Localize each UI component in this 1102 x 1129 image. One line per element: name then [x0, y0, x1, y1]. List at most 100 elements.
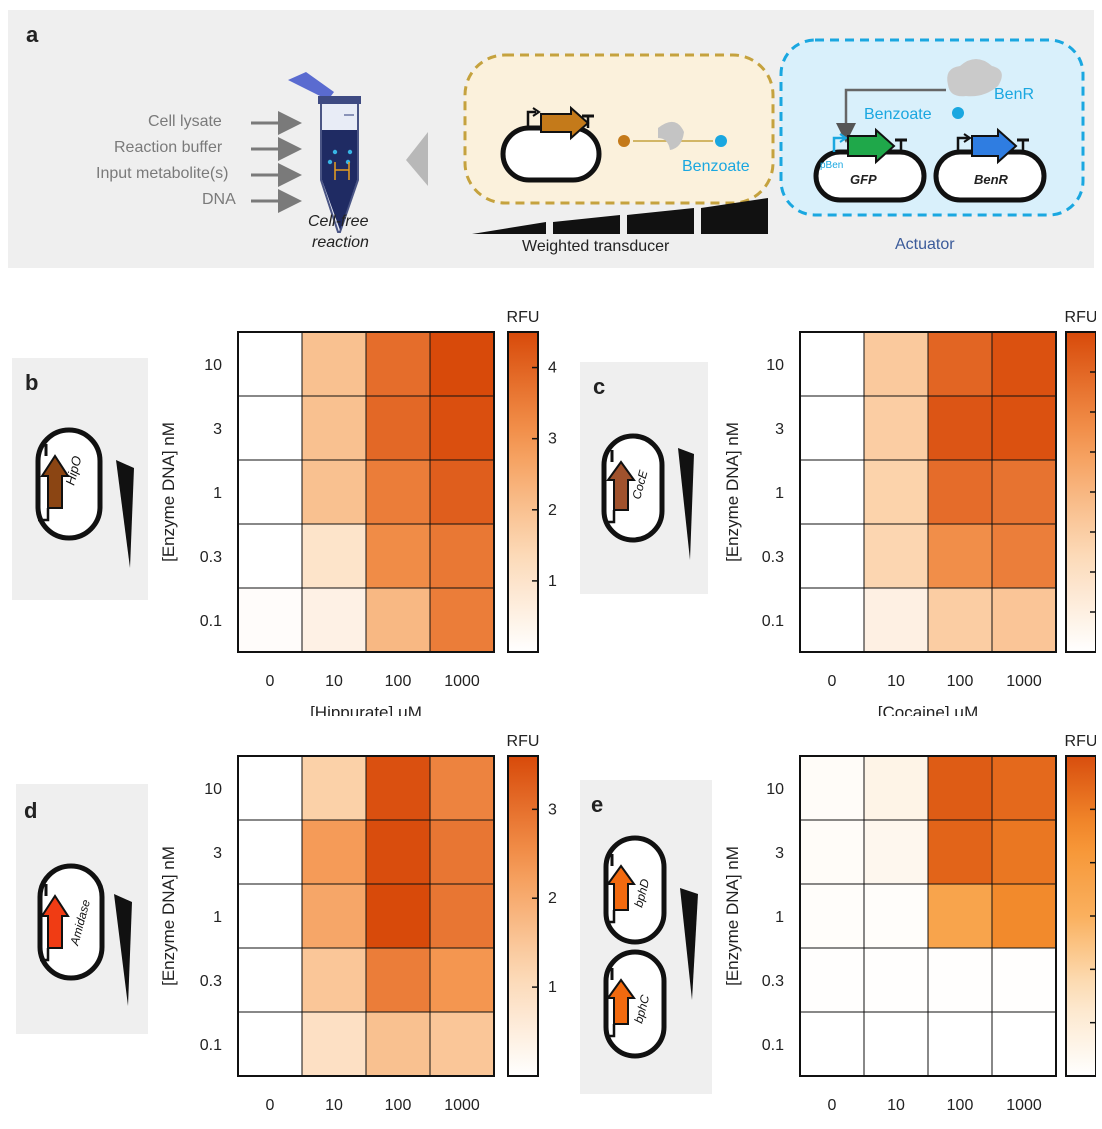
colorbar-tick-label: 1 [548, 573, 557, 590]
y-tick-label: 0.1 [200, 1037, 222, 1054]
grid-border [799, 331, 1057, 653]
heatmap-cell [863, 459, 929, 525]
heatmap-cell [863, 331, 929, 397]
x-axis-title: [Hippurate] μM [310, 703, 422, 716]
heatmap-cell [863, 883, 929, 949]
heatmap-cell [301, 883, 367, 949]
gene-box-e: e bphD bphC [580, 780, 712, 1094]
y-tick-label: 0.1 [200, 613, 222, 630]
heatmap-cell [863, 947, 929, 1013]
heatmap-cell [237, 819, 303, 885]
heatmap-cell [863, 395, 929, 461]
y-axis-title: [Enzyme DNA] nM [160, 422, 178, 562]
y-tick-label: 0.3 [200, 973, 222, 990]
gene-arrow-icon [40, 454, 70, 509]
y-tick-label: 10 [766, 357, 784, 374]
heatmap-cell [237, 755, 303, 821]
heatmap-cell [799, 523, 865, 589]
colorbar-label: RFU [507, 309, 540, 326]
enzyme-icon [658, 121, 684, 150]
heatmap-cell [301, 587, 367, 653]
input-label: DNA [202, 191, 236, 208]
x-tick-label: 1000 [444, 1097, 480, 1114]
benr-protein-icon [947, 59, 1002, 97]
heatmap-cell [429, 395, 495, 461]
y-tick-label: 1 [775, 909, 784, 926]
heatmap-cell [927, 331, 993, 397]
amidase-plasmid: Amidase [37, 863, 132, 1006]
heatmap-cell [237, 587, 303, 653]
x-tick-label: 100 [947, 1097, 974, 1114]
heatmap-cell [863, 819, 929, 885]
heatmap-cell [927, 755, 993, 821]
transducer-plasmid [500, 105, 602, 183]
y-axis-title: [Enzyme DNA] nM [724, 422, 742, 562]
heatmap-cell [301, 1011, 367, 1077]
y-tick-label: 1 [213, 485, 222, 502]
colorbar [507, 331, 539, 653]
y-tick-label: 3 [775, 845, 784, 862]
heatmap-cell [991, 459, 1057, 525]
heatmap-cell [301, 459, 367, 525]
gene-box-d: d Amidase [16, 784, 148, 1034]
colorbar-tick-label: 3 [548, 431, 557, 448]
panel-letter: e [591, 792, 604, 817]
input-label: Reaction buffer [114, 139, 223, 156]
heatmap-e: 10310.30.10101001000[Biphenyl-2,3-diol] … [723, 730, 1097, 1129]
y-tick-label: 3 [775, 421, 784, 438]
heatmap-cell [927, 947, 993, 1013]
heatmap-cell [927, 883, 993, 949]
heatmap-cell [429, 459, 495, 525]
heatmap-cell [301, 523, 367, 589]
y-tick-label: 10 [766, 781, 784, 798]
heatmap-svg: 10 3 1 0.3 0.1 0 10 100 1000 [Hippurate] μM [Enzym… [159, 309, 557, 722]
gene-box-c: c CocE [580, 362, 708, 594]
benr-plasmid [933, 127, 1047, 203]
heatmap-cell [237, 331, 303, 397]
transducer-label: Weighted transducer [522, 238, 670, 255]
heatmap-cell [927, 819, 993, 885]
heatmap-cell [429, 947, 495, 1013]
x-tick-label: 0 [266, 673, 275, 690]
panel-letter: d [24, 798, 38, 823]
heatmap-cell [799, 331, 865, 397]
heatmap-cell [991, 523, 1057, 589]
grid-border [799, 755, 1057, 1077]
gfp-plasmid [813, 127, 927, 203]
heatmap-c: 10 3 1 0.3 0.1 0 10 100 1000 [Cocaine] μM [Enzyme … [723, 300, 1097, 722]
gene-arrow-icon [606, 460, 636, 511]
benr-gene-label: BenR [974, 172, 1008, 187]
x-tick-label: 10 [325, 1097, 343, 1114]
x-axis-title: [Cocaine] μM [878, 703, 979, 716]
weight-wedges [472, 198, 768, 234]
heatmap-cell [927, 523, 993, 589]
coce-plasmid: CocE [601, 433, 694, 560]
heatmap-cell [365, 331, 431, 397]
x-tick-label: 10 [887, 673, 905, 690]
y-tick-label: 0.3 [200, 549, 222, 566]
heatmap-cell [799, 459, 865, 525]
panel-letter: c [593, 374, 606, 399]
x-tick-label: 1000 [444, 673, 480, 690]
input-label: Cell lysate [148, 113, 222, 130]
colorbar-tick-label: 3 [548, 801, 557, 818]
y-tick-label: 0.1 [762, 613, 784, 630]
heatmap-cell [991, 947, 1057, 1013]
x-tick-label: 1000 [1006, 673, 1042, 690]
bph-plasmids: bphD bphC [603, 835, 698, 1059]
input-label: Input metabolite(s) [96, 165, 229, 182]
colorbar-label: RFU [507, 733, 540, 750]
gene-arrow-icon [606, 978, 636, 1025]
heatmap-cell [365, 819, 431, 885]
heatmap-cell [365, 755, 431, 821]
gene-arrow-icon [606, 864, 636, 911]
heatmap-b: 10 3 1 0.3 0.1 0 10 100 1000 [Hippurate] μM [Enzym… [159, 300, 560, 722]
heatmap-cell [365, 523, 431, 589]
heatmap-cell [799, 395, 865, 461]
heatmap-cell [301, 819, 367, 885]
gene-arrow-icon [40, 894, 70, 949]
heatmap-cell [365, 395, 431, 461]
heatmap-cell [799, 883, 865, 949]
